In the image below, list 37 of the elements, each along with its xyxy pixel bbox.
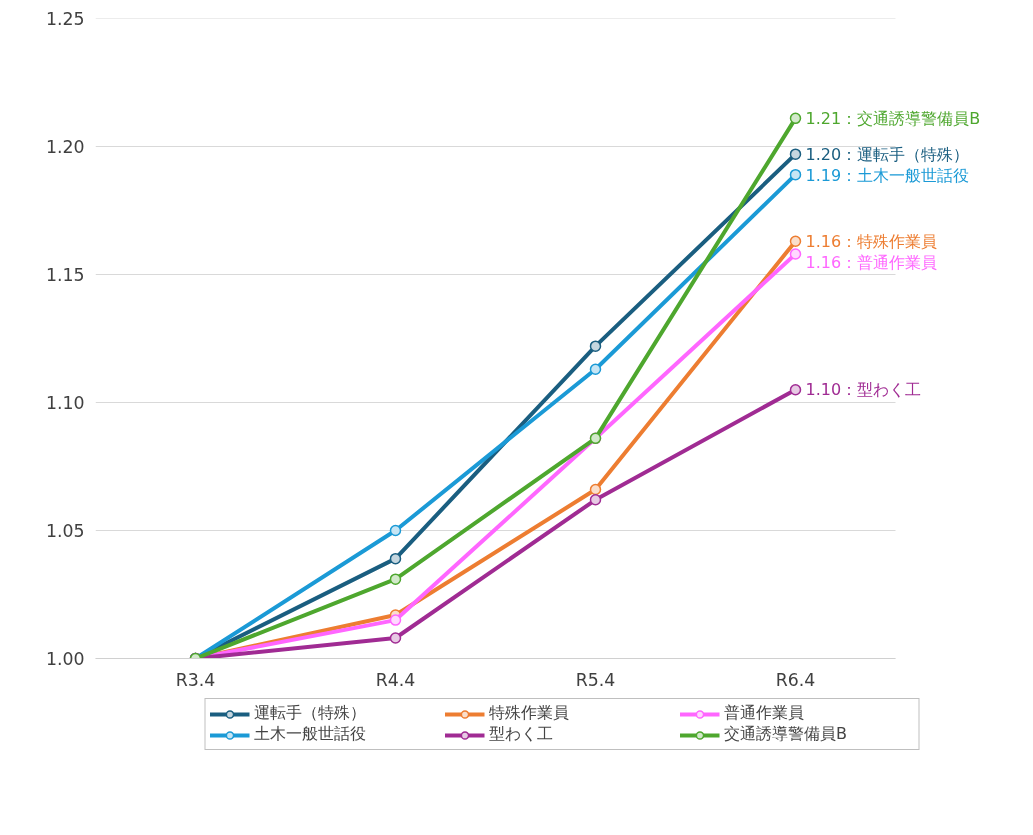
y-tick-label: 1.05 [45, 521, 85, 541]
legend-label: 普通作業員 [724, 703, 805, 724]
point [389, 614, 402, 626]
point [789, 148, 802, 160]
legend-label: 土木一般世話役 [254, 724, 367, 745]
x-tick-label: R3.4 [175, 669, 216, 690]
y-tick-label: 1.10 [45, 393, 85, 413]
point [589, 494, 602, 506]
legend-label: 特殊作業員 [489, 703, 570, 724]
y-tick-label: 1.20 [45, 137, 85, 157]
point [389, 524, 402, 537]
x-tick-label: R6.4 [775, 669, 816, 690]
point [589, 340, 602, 352]
point [389, 573, 402, 585]
y-tick-label: 1.25 [45, 9, 85, 29]
point [789, 248, 802, 260]
point [789, 168, 802, 181]
data-label: 1.19：土木一般世話役 [805, 165, 970, 185]
y-tick-label: 1.15 [45, 265, 85, 285]
y-tick-label: 1.00 [45, 649, 85, 669]
point [789, 112, 802, 125]
point [789, 235, 802, 247]
data-label: 1.10：型わく工 [805, 380, 922, 400]
data-label: 1.21：交通誘導警備員B [805, 108, 981, 128]
x-tick-label: R5.4 [575, 669, 616, 690]
legend-label: 交通誘導警備員B [724, 724, 848, 745]
x-tick-label: R4.4 [375, 669, 416, 690]
data-label: 1.16：普通作業員 [805, 252, 938, 272]
point [389, 632, 402, 644]
legend-label: 型わく工 [489, 724, 554, 745]
point [789, 383, 802, 396]
legend-label: 運転手（特殊） [254, 703, 367, 724]
point [389, 552, 402, 565]
data-label: 1.16：特殊作業員 [805, 231, 938, 251]
data-label: 1.20：運転手（特殊） [805, 144, 970, 164]
point [589, 483, 602, 496]
point [589, 363, 602, 375]
